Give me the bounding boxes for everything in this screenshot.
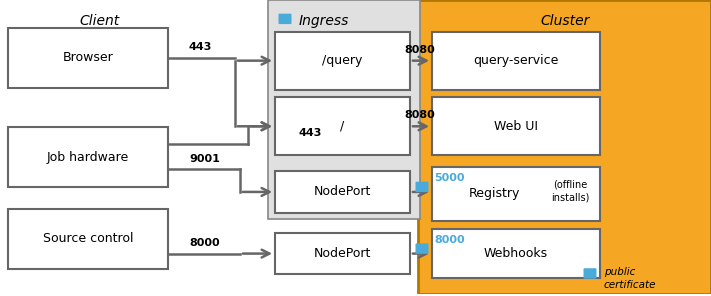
Text: NodePort: NodePort <box>314 247 370 260</box>
Bar <box>275 233 410 274</box>
Text: Browser: Browser <box>63 51 113 64</box>
Bar <box>432 32 600 89</box>
Bar <box>275 32 410 89</box>
Text: Source control: Source control <box>43 232 133 245</box>
Bar <box>8 209 168 268</box>
Bar <box>275 171 410 213</box>
Text: 443: 443 <box>188 42 212 52</box>
Bar <box>8 127 168 187</box>
Bar <box>418 0 711 294</box>
Text: Ingress: Ingress <box>299 14 349 28</box>
Text: 8080: 8080 <box>405 110 435 120</box>
Bar <box>432 229 600 279</box>
Text: public
certificate: public certificate <box>604 266 656 290</box>
Text: Client: Client <box>80 14 120 28</box>
Text: Registry: Registry <box>469 187 520 200</box>
Bar <box>432 97 600 155</box>
FancyBboxPatch shape <box>584 268 597 279</box>
Text: 8000: 8000 <box>434 235 464 244</box>
Text: Web UI: Web UI <box>494 120 538 133</box>
Text: Job hardware: Job hardware <box>47 151 129 164</box>
FancyBboxPatch shape <box>415 243 429 254</box>
Bar <box>8 28 168 88</box>
Bar <box>432 167 600 221</box>
Text: 9001: 9001 <box>190 154 220 164</box>
Text: query-service: query-service <box>474 54 559 67</box>
FancyBboxPatch shape <box>279 14 292 24</box>
Text: (offline
installs): (offline installs) <box>551 180 589 202</box>
Text: /: / <box>340 120 344 133</box>
Text: 443: 443 <box>299 128 321 138</box>
Text: Webhooks: Webhooks <box>484 247 548 260</box>
Bar <box>268 0 420 219</box>
Text: 8080: 8080 <box>405 45 435 55</box>
FancyBboxPatch shape <box>415 182 429 192</box>
Text: 5000: 5000 <box>434 173 464 183</box>
Text: Cluster: Cluster <box>540 14 589 28</box>
Text: NodePort: NodePort <box>314 185 370 198</box>
Bar <box>275 97 410 155</box>
Text: /query: /query <box>322 54 362 67</box>
Text: 8000: 8000 <box>190 238 220 248</box>
